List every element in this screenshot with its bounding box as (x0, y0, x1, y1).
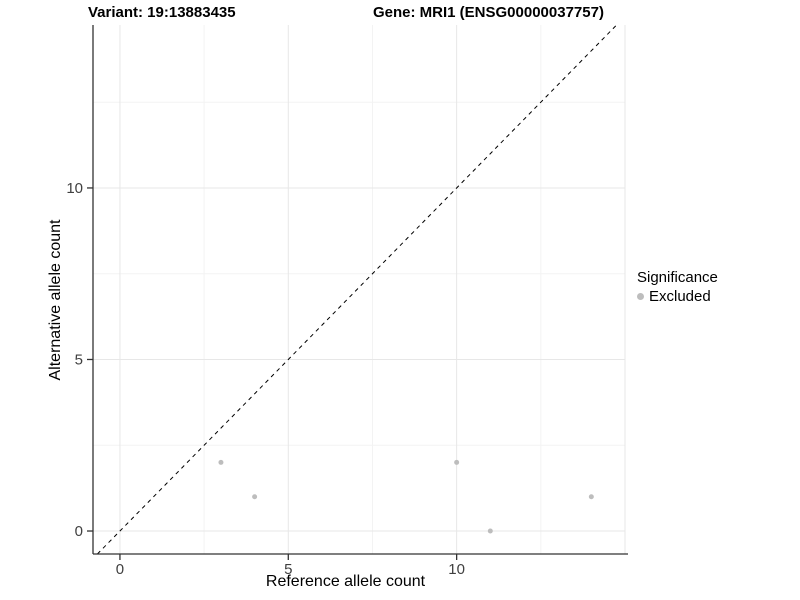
plot-title-gene: Gene: MRI1 (ENSG00000037757) (373, 4, 604, 21)
y-tick-label: 0 (75, 523, 83, 540)
y-tick-label: 5 (75, 351, 83, 368)
legend-item-excluded: Excluded (637, 287, 718, 306)
x-axis-label: Reference allele count (265, 573, 426, 590)
data-point (218, 459, 224, 465)
x-tick-label: 10 (448, 561, 465, 578)
legend: Significance Excluded (637, 268, 718, 306)
legend-title: Significance (637, 269, 718, 286)
legend-item-label: Excluded (649, 288, 711, 305)
y-axis-label: Alternative allele count (47, 219, 64, 381)
data-point (588, 494, 594, 500)
data-point (487, 528, 493, 534)
x-tick-label: 5 (284, 561, 292, 578)
x-tick-label: 0 (116, 561, 124, 578)
y-tick-label: 10 (66, 180, 83, 197)
plot-title-variant: Variant: 19:13883435 (88, 4, 236, 21)
data-point (252, 494, 258, 500)
identity-line (97, 24, 617, 555)
legend-point-icon (637, 293, 644, 300)
data-point (454, 459, 460, 465)
